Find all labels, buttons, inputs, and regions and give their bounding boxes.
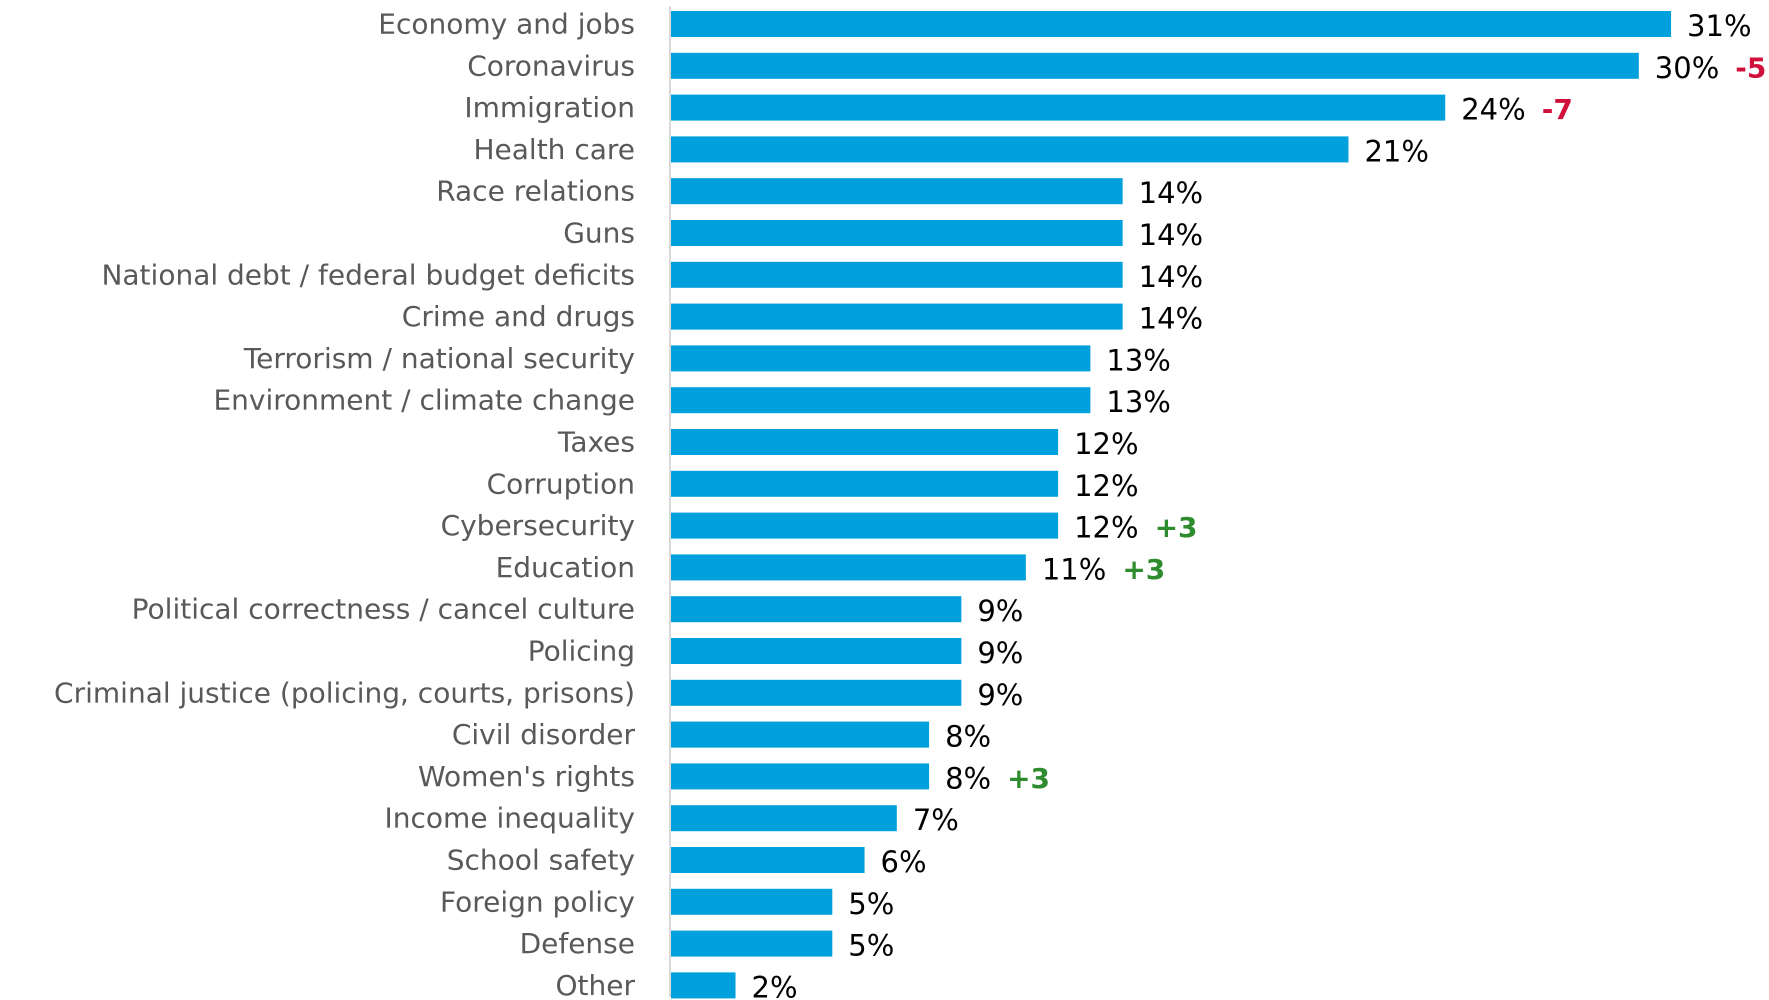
category-label-taxes: Taxes xyxy=(557,426,635,459)
bar-health-care xyxy=(671,136,1349,163)
bar-immigration xyxy=(671,94,1446,121)
category-label-corruption: Corruption xyxy=(487,467,635,500)
category-label-income-inequality: Income inequality xyxy=(385,802,635,835)
bar-crime-and-drugs xyxy=(671,303,1123,330)
bar-other xyxy=(671,972,736,999)
bar-education xyxy=(671,554,1026,581)
bar-environment-climate-change xyxy=(671,387,1091,414)
bar-civil-disorder xyxy=(671,721,930,748)
value-label-coronavirus: 30% xyxy=(1655,51,1719,85)
category-label-guns: Guns xyxy=(563,217,635,250)
category-label-civil-disorder: Civil disorder xyxy=(452,718,636,751)
bar-coronavirus xyxy=(671,52,1639,79)
category-label-education: Education xyxy=(496,551,635,584)
bar-policing xyxy=(671,638,962,664)
value-label-health-care: 21% xyxy=(1364,134,1428,168)
category-label-school-safety: School safety xyxy=(447,844,635,877)
value-label-environment-climate-change: 13% xyxy=(1106,385,1170,419)
value-label-civil-disorder: 8% xyxy=(945,720,991,754)
bar-criminal-justice-policing-courts-prisons xyxy=(671,679,962,706)
bar-terrorism-national-security xyxy=(671,345,1091,372)
value-label-other: 2% xyxy=(752,970,798,1000)
category-label-criminal-justice-policing-courts-prisons: Criminal justice (policing, courts, pris… xyxy=(54,676,635,709)
value-label-school-safety: 6% xyxy=(881,845,927,879)
value-label-race-relations: 14% xyxy=(1139,176,1203,210)
category-label-crime-and-drugs: Crime and drugs xyxy=(402,300,635,333)
bar-defense xyxy=(671,930,833,957)
bar-national-debt-federal-budget-deficits xyxy=(671,261,1123,288)
change-label-coronavirus: -5 xyxy=(1735,51,1766,84)
category-label-immigration: Immigration xyxy=(464,91,635,124)
bar-political-correctness-cancel-culture xyxy=(671,596,962,623)
change-label-immigration: -7 xyxy=(1542,93,1573,126)
bars-layer: Economy and jobs 31% Coronavirus 30% -5 Immig… xyxy=(54,8,1766,1000)
category-label-women-s-rights: Women's rights xyxy=(418,760,635,793)
category-label-terrorism-national-security: Terrorism / national security xyxy=(243,342,635,375)
value-label-criminal-justice-policing-courts-prisons: 9% xyxy=(977,678,1023,712)
category-label-political-correctness-cancel-culture: Political correctness / cancel culture xyxy=(132,593,635,626)
category-label-national-debt-federal-budget-deficits: National debt / federal budget deficits xyxy=(101,258,635,291)
value-label-economy-and-jobs: 31% xyxy=(1687,9,1751,43)
value-label-policing: 9% xyxy=(977,636,1023,670)
value-label-taxes: 12% xyxy=(1074,427,1138,461)
value-label-income-inequality: 7% xyxy=(913,803,959,837)
bar-race-relations xyxy=(671,178,1123,205)
change-label-cybersecurity: +3 xyxy=(1155,511,1198,544)
category-label-environment-climate-change: Environment / climate change xyxy=(213,384,635,417)
value-label-education: 11% xyxy=(1042,552,1106,586)
value-label-cybersecurity: 12% xyxy=(1074,511,1138,545)
bar-foreign-policy xyxy=(671,888,833,915)
value-label-terrorism-national-security: 13% xyxy=(1106,343,1170,377)
category-label-coronavirus: Coronavirus xyxy=(467,49,635,82)
value-label-immigration: 24% xyxy=(1461,93,1525,127)
category-label-policing: Policing xyxy=(528,635,635,668)
bar-women-s-rights xyxy=(671,763,930,790)
change-label-education: +3 xyxy=(1122,553,1165,586)
value-label-corruption: 12% xyxy=(1074,469,1138,503)
value-label-political-correctness-cancel-culture: 9% xyxy=(977,594,1023,628)
category-label-race-relations: Race relations xyxy=(436,175,635,208)
value-label-crime-and-drugs: 14% xyxy=(1139,302,1203,336)
category-label-cybersecurity: Cybersecurity xyxy=(441,509,635,542)
bar-cybersecurity xyxy=(671,512,1059,539)
category-label-foreign-policy: Foreign policy xyxy=(440,885,635,918)
category-label-economy-and-jobs: Economy and jobs xyxy=(378,8,635,41)
value-label-women-s-rights: 8% xyxy=(945,761,991,795)
value-label-guns: 14% xyxy=(1139,218,1203,252)
change-label-women-s-rights: +3 xyxy=(1007,762,1050,795)
category-label-health-care: Health care xyxy=(473,133,635,166)
bar-school-safety xyxy=(671,847,865,873)
value-label-foreign-policy: 5% xyxy=(848,887,894,921)
bar-guns xyxy=(671,220,1123,246)
bar-taxes xyxy=(671,429,1059,455)
bar-corruption xyxy=(671,470,1059,497)
category-label-other: Other xyxy=(555,969,635,1000)
category-label-defense: Defense xyxy=(520,927,635,960)
bar-economy-and-jobs xyxy=(671,11,1672,37)
bar-income-inequality xyxy=(671,805,897,832)
value-label-national-debt-federal-budget-deficits: 14% xyxy=(1139,260,1203,294)
value-label-defense: 5% xyxy=(848,929,894,963)
